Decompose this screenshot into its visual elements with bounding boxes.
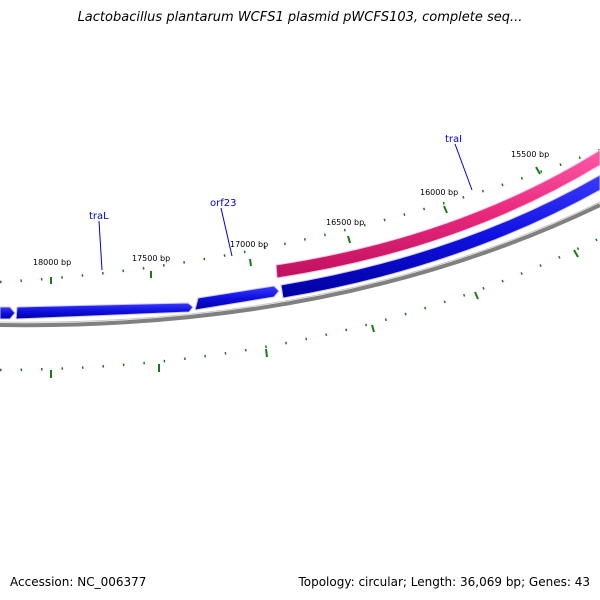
major-tick: [474, 291, 479, 300]
major-tick: [573, 249, 579, 258]
length-label: Length:: [410, 575, 457, 589]
gene-label-traL[interactable]: traL: [89, 211, 109, 222]
major-tick: [535, 166, 541, 175]
sequence-summary: Topology: circular; Length: 36,069 bp; G…: [298, 575, 590, 589]
tick-label: 17500 bp: [132, 254, 170, 263]
map-title: Lactobacillus plantarum WCFS1 plasmid pW…: [77, 10, 523, 25]
gene-arrow-minus-strand[interactable]: [280, 174, 600, 299]
topology-label: Topology:: [298, 575, 355, 589]
accession-label: Accession:: [10, 575, 74, 589]
gene-leader-line: [454, 143, 473, 191]
topology-value: circular: [358, 575, 403, 589]
major-ticks-outer: [50, 166, 541, 284]
tick-label: 15500 bp: [511, 150, 549, 159]
inner-tick-ring: [0, 236, 600, 372]
major-tick: [371, 324, 375, 333]
tick-label: 17000 bp: [230, 240, 268, 249]
gene-label-orf23[interactable]: orf23: [210, 198, 236, 209]
backbone-ring: [0, 203, 600, 328]
gene-leader-line: [220, 207, 233, 257]
tick-label: 16500 bp: [326, 218, 364, 227]
major-tick: [347, 235, 351, 244]
accession-value: NC_006377: [77, 575, 147, 589]
major-tick: [443, 205, 448, 214]
tick-label: 18000 bp: [33, 258, 71, 267]
accession-info: Accession: NC_006377: [10, 575, 146, 589]
gene-label-traI[interactable]: traI: [445, 134, 462, 145]
gene-arrow-orf23[interactable]: [194, 285, 280, 311]
major-ticks-inner: [50, 249, 579, 378]
major-tick: [265, 348, 268, 358]
major-tick: [249, 258, 252, 267]
gene-arrow-traL[interactable]: [0, 302, 194, 320]
genes-label: Genes:: [528, 575, 571, 589]
length-value: 36,069 bp: [460, 575, 522, 589]
backbone-highlight: [0, 201, 600, 323]
gene-arrow-traI[interactable]: [275, 149, 600, 279]
genes-value: 43: [574, 575, 590, 589]
tick-label: 16000 bp: [420, 188, 458, 197]
gene-leader-line: [98, 220, 103, 271]
